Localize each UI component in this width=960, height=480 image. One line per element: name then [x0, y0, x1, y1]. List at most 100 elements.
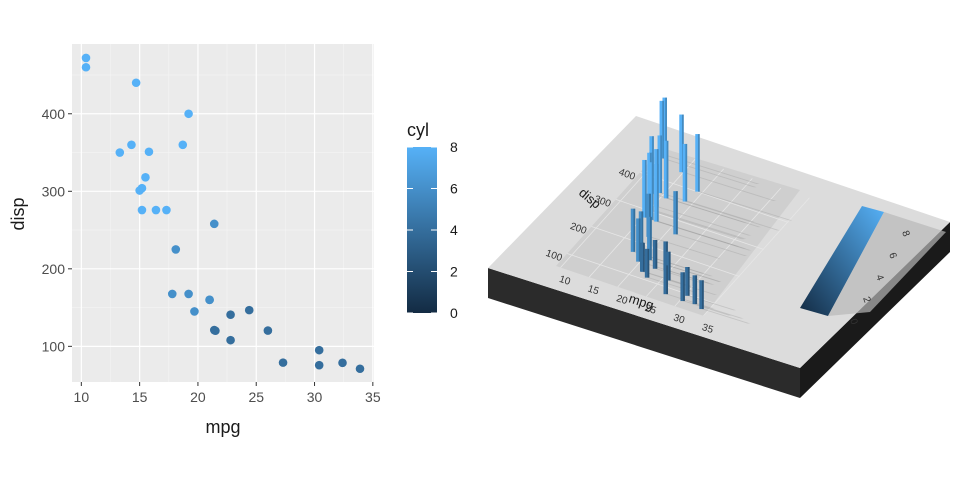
iso-x-tick-label: 15 [586, 284, 600, 298]
iso-column-side [697, 134, 700, 192]
iso-x-axis-title: mpg [627, 291, 656, 313]
data-point [81, 53, 91, 63]
legend-tick-label: 6 [450, 181, 458, 197]
iso-column-shadow [684, 201, 780, 231]
iso-legend-ticks: 0 2 4 6 8 [847, 229, 911, 326]
iso-column-shadow [701, 309, 751, 324]
legend: cyl 0 2 4 6 8 [407, 120, 458, 321]
iso-plot-panel [556, 148, 800, 316]
iso-column-side [687, 267, 690, 296]
data-point [205, 295, 214, 305]
iso-legend-tick-label: 4 [873, 273, 885, 282]
iso-column [666, 251, 671, 281]
iso-grid-x [674, 187, 782, 307]
x-tick-label: 35 [365, 389, 381, 405]
iso-column-side [643, 243, 645, 272]
iso-column-side [666, 265, 669, 295]
x-tick-label: 25 [248, 389, 264, 405]
iso-column-side [668, 251, 671, 281]
iso-column [673, 191, 678, 235]
data-point [278, 358, 288, 367]
legend-tick-label: 4 [450, 222, 458, 238]
iso-column-side [662, 100, 665, 159]
iso-column [682, 143, 688, 202]
legend-tick-label: 8 [450, 139, 458, 155]
data-point [209, 325, 219, 335]
data-point [167, 289, 177, 299]
iso-legend-ramp [800, 206, 884, 316]
iso-legend-tick-label: 2 [860, 295, 872, 304]
iso-column [652, 239, 658, 269]
data-point [263, 326, 273, 335]
data-point [314, 345, 324, 355]
iso-column [680, 272, 685, 302]
scatter-chart: 10 15 20 25 30 35 100 200 300 400 mpg disp [8, 44, 381, 437]
data-point [178, 140, 188, 150]
iso-column [638, 211, 644, 255]
iso-column-side [638, 218, 641, 262]
data-point [151, 205, 161, 215]
iso-column-side [655, 239, 658, 269]
iso-column [647, 216, 652, 261]
data-point [127, 140, 136, 150]
data-point [171, 245, 181, 254]
iso-column [649, 162, 654, 220]
data-point [135, 186, 144, 195]
x-tick-label: 10 [74, 389, 90, 405]
legend-title: cyl [407, 120, 429, 140]
iso-column-side [685, 143, 688, 202]
iso-column-shadow [664, 155, 760, 184]
iso-column-side [641, 211, 644, 255]
grid-lines [72, 44, 374, 382]
iso-column [646, 193, 651, 237]
iso-column [657, 135, 663, 194]
iso-column [662, 97, 667, 156]
iso-column [630, 208, 636, 252]
iso-column [636, 218, 641, 262]
iso-x-tick-label: 30 [672, 313, 686, 327]
y-tick-label: 200 [42, 261, 66, 277]
iso-column-shadow [656, 221, 752, 251]
legend-tick-label: 0 [450, 305, 458, 321]
points [81, 53, 365, 374]
iso-column-side [651, 162, 654, 220]
iso-column-side [665, 97, 667, 156]
iso-column [692, 275, 698, 305]
y-axis-title: disp [8, 197, 28, 230]
iso-x-tick-label: 25 [643, 303, 657, 317]
iso-column-shadow [682, 301, 732, 316]
iso-column-side [702, 280, 704, 310]
y-tick-label: 400 [42, 106, 66, 122]
iso-x-tick-label: 35 [701, 322, 715, 336]
data-point [190, 307, 199, 316]
data-point [226, 310, 235, 320]
y-tick-label: 300 [42, 183, 66, 199]
data-point [81, 62, 91, 72]
iso-column-shadow [697, 191, 793, 221]
data-point [355, 364, 365, 374]
iso-column [663, 140, 669, 199]
iso-column-side [660, 135, 663, 194]
data-point [131, 78, 141, 88]
iso-y-tick-label: 100 [544, 248, 564, 264]
iso-column-side [666, 140, 669, 199]
iso-column-side [695, 275, 698, 305]
data-point [184, 109, 193, 119]
iso-column [679, 114, 684, 173]
iso-column-shadow [644, 217, 740, 247]
data-point [141, 173, 150, 182]
data-point [209, 219, 219, 229]
iso-column-side [683, 272, 685, 302]
iso-column-shadow [649, 210, 745, 240]
data-point [144, 147, 154, 157]
iso-column [644, 248, 650, 278]
iso-x-tick-label: 20 [615, 293, 629, 307]
iso-column [659, 100, 665, 159]
iso-column-side [649, 193, 651, 237]
data-point [184, 289, 193, 299]
iso-legend-ramp-shadow [828, 212, 946, 316]
x-tick-label: 20 [190, 389, 206, 405]
iso-column [663, 241, 668, 271]
data-point [244, 305, 254, 315]
iso-y-tick-label: 200 [568, 221, 588, 237]
